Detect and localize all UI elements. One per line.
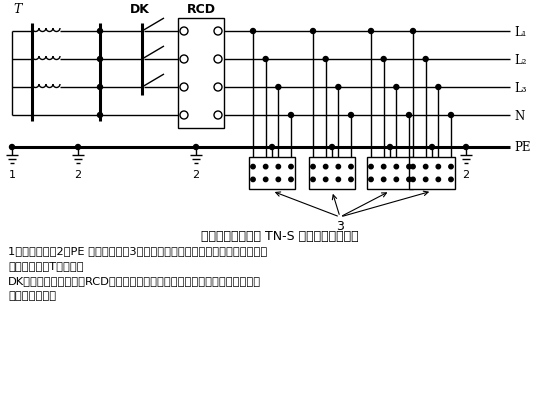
Circle shape: [423, 165, 428, 169]
Text: N: N: [514, 109, 524, 122]
Circle shape: [97, 29, 102, 34]
Text: PE: PE: [514, 141, 530, 154]
Circle shape: [276, 85, 281, 90]
Text: 的漏电断路器）: 的漏电断路器）: [8, 290, 56, 300]
Circle shape: [180, 84, 188, 92]
Circle shape: [436, 178, 441, 182]
Circle shape: [381, 165, 386, 169]
Circle shape: [251, 178, 255, 182]
Circle shape: [411, 165, 415, 169]
Text: RCD: RCD: [186, 3, 216, 16]
Circle shape: [394, 165, 399, 169]
Circle shape: [423, 57, 428, 62]
Text: L₃: L₃: [514, 81, 526, 94]
Circle shape: [336, 165, 340, 169]
Circle shape: [407, 165, 411, 169]
Circle shape: [449, 113, 454, 118]
Circle shape: [436, 165, 441, 169]
Circle shape: [310, 29, 315, 34]
Text: T: T: [13, 3, 21, 16]
Circle shape: [214, 84, 222, 92]
Circle shape: [368, 29, 374, 34]
Circle shape: [348, 113, 353, 118]
Circle shape: [276, 178, 281, 182]
Circle shape: [311, 165, 315, 169]
Circle shape: [349, 178, 353, 182]
Circle shape: [349, 165, 353, 169]
Circle shape: [269, 145, 274, 150]
Text: 3: 3: [336, 219, 344, 233]
Text: DK: DK: [130, 3, 150, 16]
Circle shape: [263, 165, 268, 169]
Circle shape: [381, 178, 386, 182]
Circle shape: [10, 145, 15, 150]
Circle shape: [464, 145, 469, 150]
Text: 1: 1: [8, 170, 16, 180]
Circle shape: [180, 28, 188, 36]
Circle shape: [423, 178, 428, 182]
Circle shape: [324, 178, 328, 182]
Text: L₂: L₂: [514, 53, 526, 66]
Circle shape: [76, 145, 81, 150]
Circle shape: [289, 165, 293, 169]
Circle shape: [388, 145, 393, 150]
Circle shape: [449, 178, 453, 182]
Text: 1－工作接地；2－PE 线重复接地；3－电气设备金属外壳（正常不带电的外露可: 1－工作接地；2－PE 线重复接地；3－电气设备金属外壳（正常不带电的外露可: [8, 245, 267, 255]
Bar: [249, 158, 295, 190]
Circle shape: [97, 113, 102, 118]
Text: L₁: L₁: [514, 25, 526, 38]
Circle shape: [407, 113, 412, 118]
Circle shape: [369, 178, 373, 182]
Circle shape: [251, 165, 255, 169]
Circle shape: [430, 145, 435, 150]
Circle shape: [288, 113, 293, 118]
Text: 导电部分）；T－变压器: 导电部分）；T－变压器: [8, 260, 83, 270]
Circle shape: [394, 85, 399, 90]
Circle shape: [214, 112, 222, 120]
Bar: [409, 158, 455, 190]
Circle shape: [324, 165, 328, 169]
Circle shape: [369, 165, 373, 169]
Circle shape: [180, 112, 188, 120]
Circle shape: [394, 178, 399, 182]
Circle shape: [214, 56, 222, 64]
Circle shape: [289, 178, 293, 182]
Circle shape: [263, 57, 268, 62]
Circle shape: [97, 57, 102, 62]
Circle shape: [336, 85, 341, 90]
Circle shape: [214, 28, 222, 36]
Text: 2: 2: [463, 170, 470, 180]
Text: 专用变压器供电时 TN-S 接零保护系统示意: 专用变压器供电时 TN-S 接零保护系统示意: [201, 229, 359, 242]
Circle shape: [97, 85, 102, 90]
Circle shape: [336, 178, 340, 182]
Circle shape: [381, 57, 386, 62]
Text: 2: 2: [193, 170, 199, 180]
Bar: [178, 19, 224, 129]
Circle shape: [407, 178, 411, 182]
Circle shape: [311, 178, 315, 182]
Bar: [309, 158, 355, 190]
Circle shape: [263, 178, 268, 182]
Circle shape: [323, 57, 328, 62]
Circle shape: [329, 145, 334, 150]
Circle shape: [411, 178, 415, 182]
Circle shape: [194, 145, 198, 150]
Text: DK－总电源隔离开关；RCD－总漏电保护器（兼有短路、过载、漏电保护功能: DK－总电源隔离开关；RCD－总漏电保护器（兼有短路、过载、漏电保护功能: [8, 275, 261, 285]
Circle shape: [276, 165, 281, 169]
Circle shape: [436, 85, 441, 90]
Circle shape: [410, 29, 416, 34]
Text: 2: 2: [74, 170, 82, 180]
Circle shape: [449, 165, 453, 169]
Circle shape: [250, 29, 255, 34]
Bar: [367, 158, 413, 190]
Circle shape: [180, 56, 188, 64]
